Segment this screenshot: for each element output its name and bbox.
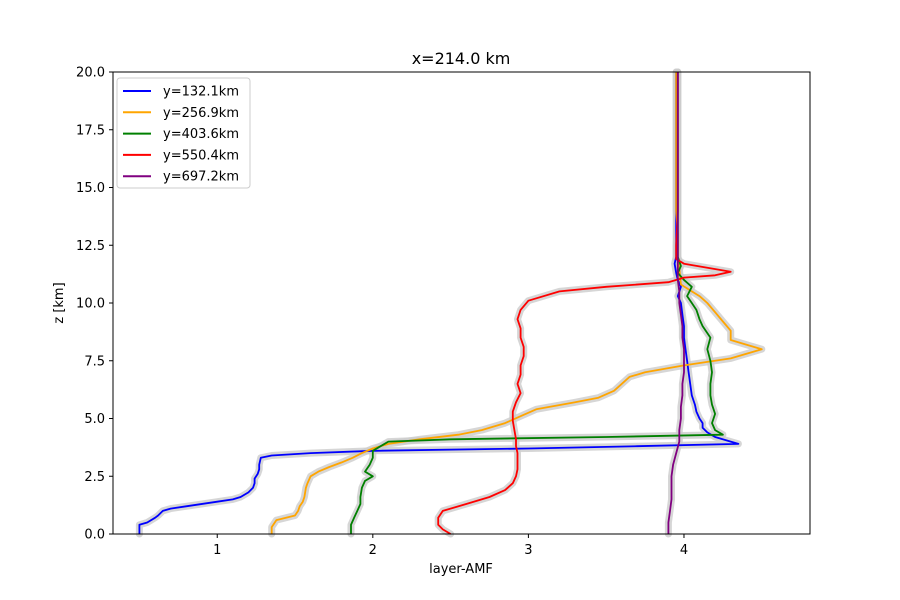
series-line-4 [667,72,685,534]
legend-label: y=403.6km [163,127,239,142]
y-tick-label: 17.5 [76,123,105,138]
y-tick-label: 10.0 [76,297,105,312]
x-tick-label: 1 [213,543,221,558]
legend-label: y=132.1km [163,85,239,100]
y-tick-label: 0.0 [84,528,105,543]
x-axis-label: layer-AMF [429,562,493,577]
y-tick-label: 5.0 [84,412,105,427]
series-line-2 [350,72,724,534]
x-axis: 1 2 3 4 [213,534,688,558]
y-tick-label: 7.5 [84,354,105,369]
legend-label: y=550.4km [163,148,239,163]
uncertainty-band-2 [347,68,727,538]
series-line-1 [270,72,763,534]
y-tick-label: 20.0 [76,66,105,81]
y-tick-label: 2.5 [84,470,105,485]
series-lines [138,72,763,535]
legend-label: y=256.9km [163,106,239,121]
x-tick-label: 2 [369,543,377,558]
y-tick-label: 12.5 [76,239,105,254]
y-axis-label: z [km] [52,282,67,323]
legend-label: y=697.2km [163,170,239,185]
series-line-3 [437,72,732,535]
x-tick-label: 3 [524,543,532,558]
uncertainty-band-3 [434,68,735,538]
y-tick-label: 15.0 [76,181,105,196]
y-axis: 0.0 2.5 5.0 7.5 10.0 12.5 15.0 17.5 20.0 [76,66,113,543]
legend: y=132.1km y=256.9km y=403.6km y=550.4km y=69… [116,77,251,189]
x-tick-label: 4 [680,543,688,558]
legend-box [116,77,251,189]
chart-title: x=214.0 km [412,49,511,68]
